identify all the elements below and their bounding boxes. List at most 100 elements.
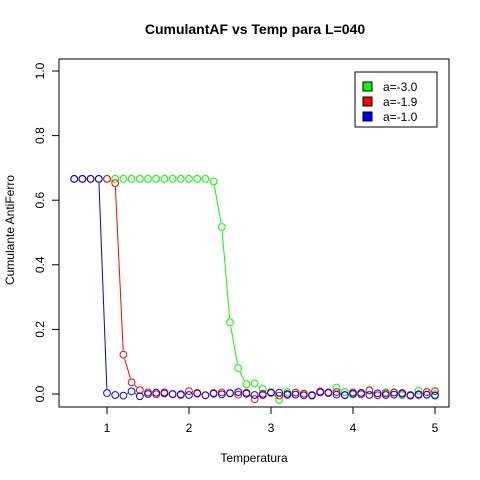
data-point	[185, 387, 193, 395]
y-tick-label: 0.6	[33, 192, 47, 209]
legend-label: a=-3.0	[383, 80, 418, 94]
legend-label: a=-1.9	[383, 95, 418, 109]
x-tick-label: 3	[268, 421, 275, 435]
data-point	[144, 390, 152, 398]
y-axis: 0.0 0.2 0.4 0.6 0.8 1.0	[33, 62, 60, 402]
data-point	[86, 174, 95, 183]
data-point	[275, 388, 284, 397]
data-point	[209, 177, 218, 186]
data-point	[422, 390, 431, 399]
data-point	[283, 390, 292, 398]
data-point	[431, 387, 439, 395]
data-point	[217, 223, 226, 231]
data-point	[119, 350, 128, 359]
data-point	[176, 174, 185, 183]
legend: a=-3.0a=-1.9a=-1.0	[354, 71, 438, 128]
data-point	[160, 389, 169, 398]
data-point	[234, 388, 243, 396]
data-point	[234, 390, 243, 399]
data-point	[299, 391, 308, 400]
data-point	[340, 388, 349, 396]
data-point	[390, 390, 398, 399]
data-point	[283, 388, 292, 396]
data-point	[193, 389, 202, 397]
data-point	[176, 390, 185, 399]
data-point	[201, 174, 210, 183]
data-point	[258, 385, 267, 394]
data-point	[111, 174, 120, 183]
data-point	[414, 390, 423, 399]
data-point	[398, 389, 407, 397]
data-point	[127, 387, 136, 396]
data-point	[390, 388, 398, 397]
x-tick-label: 2	[186, 421, 193, 435]
data-point	[144, 174, 152, 183]
data-point	[373, 391, 382, 400]
data-point	[242, 389, 251, 398]
data-point	[78, 174, 87, 183]
data-point	[119, 391, 128, 400]
data-point	[135, 392, 144, 401]
data-point	[291, 388, 300, 397]
data-point	[381, 391, 390, 399]
data-point	[135, 386, 144, 395]
series-layer	[70, 174, 439, 404]
data-point	[201, 391, 210, 400]
data-point	[226, 318, 234, 327]
data-point	[349, 389, 357, 398]
data-point	[291, 390, 300, 399]
y-tick-label: 0.8	[33, 127, 47, 144]
data-point	[168, 174, 177, 183]
x-tick-label: 4	[350, 421, 357, 435]
data-point	[127, 378, 136, 387]
data-point	[316, 388, 325, 397]
data-point	[275, 391, 284, 400]
data-point	[111, 179, 120, 187]
data-point	[332, 388, 341, 396]
data-point	[267, 388, 275, 397]
data-point	[373, 389, 382, 398]
data-point	[324, 389, 333, 397]
data-point	[365, 386, 374, 395]
legend-label: a=-1.0	[383, 110, 418, 124]
y-tick-label: 0.2	[33, 321, 47, 338]
legend-swatch	[362, 81, 373, 92]
x-axis: 1 2 3 4 5	[104, 406, 439, 435]
data-point	[152, 174, 161, 183]
data-point	[185, 174, 193, 183]
data-point	[168, 390, 177, 398]
y-axis-label: Cumulante AntiFerro	[3, 175, 17, 285]
data-point	[103, 389, 111, 397]
data-point	[160, 174, 169, 183]
x-tick-label: 1	[104, 421, 111, 435]
data-point	[414, 386, 423, 395]
data-point	[365, 391, 374, 399]
data-point	[250, 395, 259, 404]
data-point	[94, 174, 103, 183]
data-point	[209, 389, 218, 398]
y-tick-label: 0.4	[33, 256, 47, 273]
data-point	[234, 364, 243, 373]
series-line	[98, 183, 407, 396]
data-point	[185, 391, 193, 399]
data-point	[193, 174, 202, 183]
x-axis-label: Temperatura	[220, 451, 288, 465]
series-line	[110, 180, 424, 398]
x-tick-label: 5	[432, 421, 439, 435]
data-point	[217, 388, 226, 397]
data-point	[242, 380, 251, 389]
data-point	[152, 388, 161, 397]
data-point	[103, 174, 111, 183]
data-point	[406, 391, 415, 400]
y-tick-label: 0.0	[33, 385, 47, 402]
data-point	[308, 391, 316, 400]
data-point	[422, 388, 431, 396]
y-tick-label: 1.0	[33, 62, 47, 79]
data-point	[250, 379, 259, 388]
data-point	[127, 174, 136, 183]
chart-title: CumulantAF vs Temp para L=040	[145, 21, 366, 37]
series-a=-1.0	[70, 174, 439, 401]
data-point	[135, 174, 144, 183]
data-point	[217, 390, 226, 399]
